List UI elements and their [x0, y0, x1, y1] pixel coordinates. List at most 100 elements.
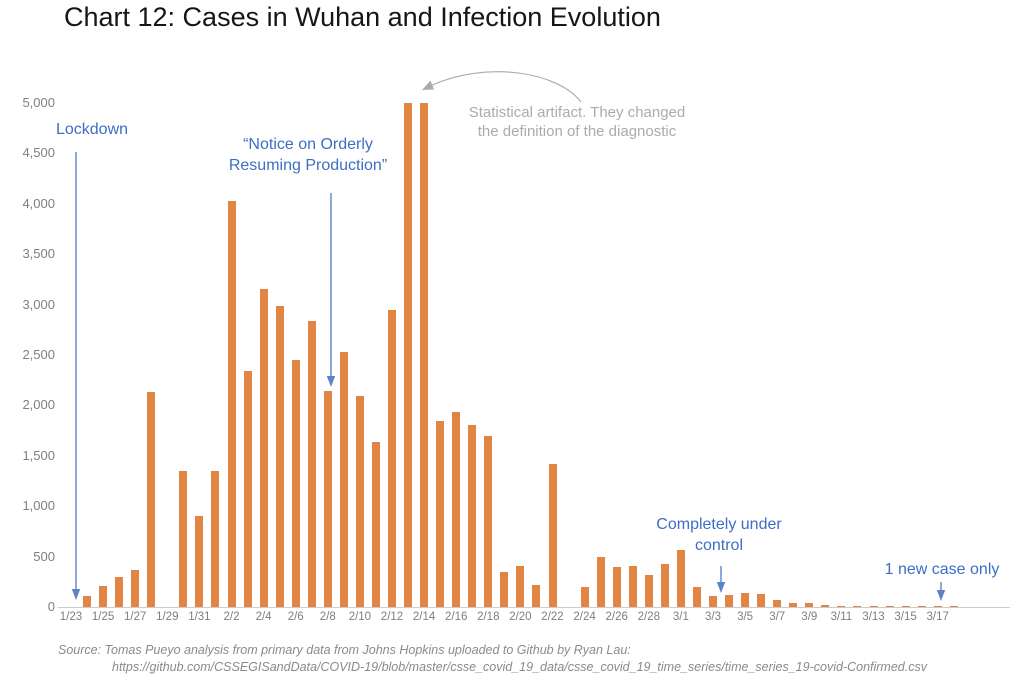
- y-tick-label-5000: 5,000: [22, 95, 55, 110]
- x-tick-label-2/12: 2/12: [380, 611, 404, 623]
- x-tick-label-3/5: 3/5: [737, 611, 754, 623]
- bar-3/8: [789, 602, 798, 607]
- x-tick-label-2/20: 2/20: [509, 611, 532, 623]
- x-tick-label-1/23: 1/23: [59, 611, 83, 623]
- bar-2/16: [452, 412, 461, 607]
- bar-2/6: [291, 360, 300, 607]
- x-tick-label-1/27: 1/27: [123, 611, 147, 623]
- bar-3/16: [917, 605, 926, 607]
- bar-2/21: [532, 584, 541, 607]
- source-note: Source: Tomas Pueyo analysis from primar…: [58, 642, 927, 676]
- x-tick-label-3/13: 3/13: [862, 611, 885, 623]
- bar-3/7: [773, 599, 782, 607]
- annotation-control: Completely under control: [656, 514, 781, 556]
- x-tick-label-2/18: 2/18: [477, 611, 500, 623]
- annotation-control-line2: control: [694, 537, 744, 554]
- annotation-lockdown: Lockdown: [56, 119, 128, 140]
- bar-2/26: [612, 566, 621, 607]
- x-tick-label-2/26: 2/26: [605, 611, 628, 623]
- bar-2/17: [468, 424, 477, 607]
- annotation-notice-line2: Resuming Production”: [228, 157, 388, 174]
- bar-2/29: [660, 564, 669, 607]
- annotation-one-case: 1 new case only: [885, 559, 1000, 580]
- bar-2/4: [259, 288, 268, 607]
- bar-3/3: [709, 595, 717, 607]
- x-tick-label-1/29: 1/29: [156, 611, 179, 623]
- annotation-artifact-line1: Statistical artifact. They changed: [468, 104, 686, 121]
- annotation-one-case-text: 1 new case only: [884, 561, 1000, 578]
- y-tick-label-2000: 2,000: [22, 397, 55, 413]
- x-tick-label-2/8: 2/8: [319, 611, 336, 623]
- bar-1/31: [195, 515, 204, 607]
- bar-1/25: [99, 585, 108, 607]
- x-tick-label-3/3: 3/3: [705, 611, 721, 623]
- x-tick-label-3/1: 3/1: [672, 611, 689, 623]
- x-tick-label-3/15: 3/15: [894, 611, 917, 623]
- bar-1/27: [131, 570, 140, 607]
- x-tick-label-1/25: 1/25: [91, 611, 115, 623]
- x-tick-label-2/22: 2/22: [541, 611, 564, 623]
- y-tick-label-0: 0: [47, 599, 55, 614]
- annotation-notice: “Notice on Orderly Resuming Production”: [229, 134, 387, 176]
- bar-2/14: [420, 103, 429, 607]
- bar-2/18: [484, 436, 493, 607]
- bar-3/13: [869, 605, 878, 607]
- x-tick-label-2/10: 2/10: [348, 611, 372, 623]
- annotation-control-line1: Completely under: [656, 516, 782, 533]
- x-axis-line: [58, 607, 1010, 608]
- y-tick-label-4500: 4,500: [22, 145, 55, 161]
- bar-1/26: [115, 577, 124, 607]
- bar-1/28: [147, 392, 156, 607]
- x-tick-label-2/16: 2/16: [444, 611, 468, 623]
- x-tick-label-2/14: 2/14: [412, 611, 436, 623]
- bar-3/4: [725, 595, 734, 607]
- x-tick-label-2/28: 2/28: [637, 611, 660, 623]
- y-tick-label-4000: 4,000: [22, 195, 55, 211]
- y-tick-label-500: 500: [33, 548, 55, 564]
- bar-3/1: [676, 549, 685, 607]
- annotation-artifact: Statistical artifact. They changed the d…: [469, 103, 686, 141]
- x-tick-label-3/17: 3/17: [926, 611, 949, 623]
- source-line1: Source: Tomas Pueyo analysis from primar…: [58, 643, 631, 657]
- annotation-artifact-line2: the definition of the diagnostic: [477, 123, 677, 140]
- x-tick-label-3/7: 3/7: [769, 611, 786, 623]
- bar-2/10: [355, 395, 364, 607]
- y-tick-label-3000: 3,000: [22, 296, 55, 312]
- bar-3/5: [741, 593, 750, 607]
- bar-3/17: [933, 605, 942, 607]
- bar-3/11: [837, 605, 846, 607]
- bar-1/24: [83, 596, 92, 607]
- bar-2/2: [227, 201, 236, 607]
- bar-2/8: [323, 390, 332, 607]
- bar-2/28: [644, 574, 653, 607]
- bar-3/6: [757, 594, 766, 607]
- chart-title: Chart 12: Cases in Wuhan and Infection E…: [64, 2, 661, 32]
- x-tick-label-1/31: 1/31: [188, 611, 211, 623]
- bar-3/10: [821, 605, 830, 607]
- bar-2/22: [548, 463, 557, 607]
- bar-1/30: [179, 471, 188, 607]
- bar-2/13: [404, 103, 413, 607]
- bar-2/5: [275, 305, 284, 607]
- bar-2/20: [516, 565, 525, 607]
- bar-2/24: [580, 586, 589, 607]
- bar-3/14: [885, 605, 894, 607]
- y-tick-label-1500: 1,500: [22, 447, 55, 463]
- bar-3/2: [692, 587, 701, 607]
- bar-3/18: [949, 605, 958, 607]
- bar-3/15: [901, 605, 910, 607]
- bar-2/9: [339, 351, 348, 607]
- bar-2/7: [307, 320, 316, 607]
- y-tick-label-1000: 1,000: [22, 498, 55, 514]
- annotation-notice-line1: “Notice on Orderly: [243, 136, 373, 153]
- x-tick-label-2/2: 2/2: [223, 611, 240, 623]
- bar-3/12: [853, 605, 862, 607]
- bar-2/27: [628, 565, 637, 607]
- annotation-lockdown-text: Lockdown: [55, 121, 129, 138]
- x-tick-label-3/9: 3/9: [801, 611, 818, 623]
- bar-2/12: [388, 310, 396, 607]
- bar-2/1: [211, 471, 220, 607]
- x-tick-label-3/11: 3/11: [830, 611, 853, 623]
- bar-2/3: [243, 370, 252, 607]
